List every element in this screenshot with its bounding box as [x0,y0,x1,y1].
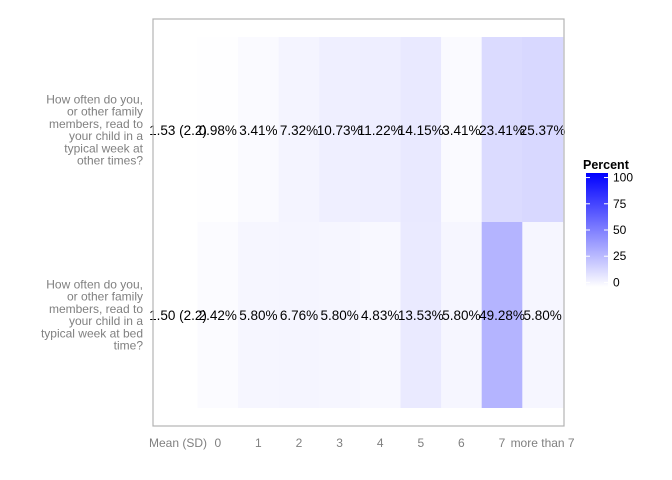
cell-value-label: 14.15% [398,123,444,138]
heat-cell [197,222,239,408]
heat-cell [278,222,320,408]
cell-value-label: 0.98% [199,123,237,138]
legend-title: Percent [583,158,630,172]
heat-cell [278,37,320,223]
y-tick-label: How often do you, or other family members,… [41,278,143,353]
cell-value-label: 10.73% [317,123,363,138]
cell-value-label: 25.37% [520,123,566,138]
cell-value-label: 2.42% [199,308,237,323]
legend-tick-label: 25 [613,249,627,263]
panel-border [152,18,565,427]
x-tick-label: 7 [499,436,506,450]
x-tick-label: 4 [377,436,384,450]
heat-cell [400,222,442,408]
cell-value-label: 5.80% [320,308,358,323]
heat-cell [197,37,239,223]
cell-value-label: 5.80% [442,308,480,323]
mean-sd-label: 1.50 (2.2) [149,308,207,323]
cell-value-label: 11.22% [358,123,403,138]
cell-value-label: 3.41% [239,123,277,138]
cell-value-label: 5.80% [239,308,277,323]
legend-colorbar [586,173,608,287]
x-tick-label: 3 [336,436,343,450]
heat-cell [319,222,361,408]
mean-sd-label: 1.53 (2.2) [149,123,207,138]
heat-cell [522,37,564,223]
heat-cell [319,37,361,223]
cell-value-label: 4.83% [361,308,399,323]
x-tick-label: 1 [255,436,262,450]
legend-tick-label: 0 [613,275,620,289]
x-tick-label: 0 [214,436,221,450]
heat-cell [441,222,482,408]
legend-tick-label: 100 [613,171,633,185]
legend-ticks: 100 75 50 25 0 [586,171,633,289]
cell-value-label: 5.80% [523,308,561,323]
cell-value-label: 23.41% [479,123,525,138]
heatmap-cell-labels: 0.98% 3.41% 7.32%10.73%11.22%14.15%3.41%23… [149,123,565,323]
heat-cell [481,37,523,223]
x-axis-tick-labels: Mean (SD) 0 1 2 3 4 5 6 7 more than 7 [149,436,575,450]
heat-cell [359,222,401,408]
legend-tick-label: 75 [613,197,627,211]
cell-value-label: 3.41% [442,123,480,138]
heat-cell [238,37,279,223]
x-tick-label: 2 [296,436,303,450]
x-tick-label: more than 7 [511,436,575,450]
heat-cell [441,37,482,223]
y-axis-tick-labels: How often do you, or other family members,… [41,93,144,353]
heat-cell [481,222,523,408]
heatmap-cells [197,37,564,408]
legend-tick-label: 50 [613,223,627,237]
x-tick-label: 5 [417,436,424,450]
heat-cell [238,222,279,408]
cell-value-label: 7.32% [280,123,318,138]
x-tick-label: 6 [458,436,465,450]
heat-cell [359,37,401,223]
cell-value-label: 49.28% [479,308,525,323]
heat-cell [400,37,442,223]
legend: Percent 100 75 50 25 0 [583,158,633,289]
y-tick-label: How often do you, or other family members,… [46,93,143,168]
heat-cell [522,222,564,408]
cell-value-label: 13.53% [398,308,444,323]
x-tick-label: Mean (SD) [149,436,207,450]
cell-value-label: 6.76% [280,308,318,323]
